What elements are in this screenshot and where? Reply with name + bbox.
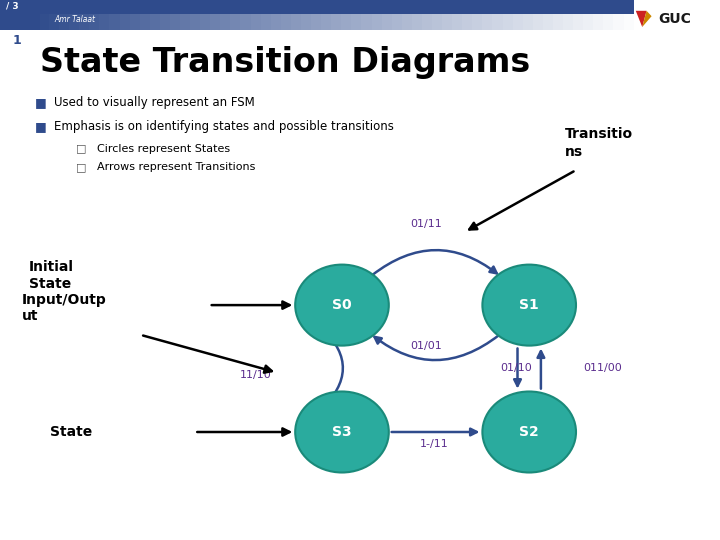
FancyBboxPatch shape xyxy=(200,0,211,30)
FancyBboxPatch shape xyxy=(543,0,554,30)
FancyBboxPatch shape xyxy=(89,0,100,30)
Text: / 3: / 3 xyxy=(6,2,19,11)
FancyBboxPatch shape xyxy=(170,0,181,30)
Text: Arrows represent Transitions: Arrows represent Transitions xyxy=(97,163,256,172)
Text: 01/01: 01/01 xyxy=(410,341,442,350)
FancyBboxPatch shape xyxy=(382,0,392,30)
FancyBboxPatch shape xyxy=(321,0,332,30)
FancyBboxPatch shape xyxy=(492,0,503,30)
Text: Input/Outp
ut: Input/Outp ut xyxy=(22,293,107,323)
FancyBboxPatch shape xyxy=(150,0,161,30)
Text: 01/11: 01/11 xyxy=(410,219,442,229)
FancyBboxPatch shape xyxy=(634,0,720,30)
Text: 01/10: 01/10 xyxy=(500,363,532,373)
FancyBboxPatch shape xyxy=(613,0,624,30)
FancyBboxPatch shape xyxy=(120,0,130,30)
FancyBboxPatch shape xyxy=(39,0,50,30)
Text: S3: S3 xyxy=(332,425,352,439)
FancyBboxPatch shape xyxy=(412,0,423,30)
Text: S1: S1 xyxy=(519,298,539,312)
FancyBboxPatch shape xyxy=(99,0,110,30)
Polygon shape xyxy=(642,11,652,27)
Text: Emphasis is on identifying states and possible transitions: Emphasis is on identifying states and po… xyxy=(54,120,394,133)
FancyBboxPatch shape xyxy=(624,0,634,30)
FancyBboxPatch shape xyxy=(351,0,362,30)
FancyBboxPatch shape xyxy=(593,0,604,30)
Text: Circles represent States: Circles represent States xyxy=(97,144,230,153)
Text: ■: ■ xyxy=(35,96,46,109)
FancyBboxPatch shape xyxy=(392,0,402,30)
FancyBboxPatch shape xyxy=(130,0,140,30)
FancyBboxPatch shape xyxy=(472,0,483,30)
FancyBboxPatch shape xyxy=(251,0,261,30)
FancyBboxPatch shape xyxy=(261,0,271,30)
FancyBboxPatch shape xyxy=(372,0,382,30)
FancyBboxPatch shape xyxy=(69,0,80,30)
Text: S0: S0 xyxy=(332,298,352,312)
FancyBboxPatch shape xyxy=(563,0,574,30)
FancyBboxPatch shape xyxy=(432,0,443,30)
FancyBboxPatch shape xyxy=(533,0,544,30)
Text: □: □ xyxy=(76,144,86,153)
FancyBboxPatch shape xyxy=(452,0,463,30)
Text: 1: 1 xyxy=(13,34,22,47)
FancyBboxPatch shape xyxy=(281,0,292,30)
Ellipse shape xyxy=(295,392,389,472)
Text: Initial
State: Initial State xyxy=(29,260,73,291)
FancyBboxPatch shape xyxy=(331,0,342,30)
FancyBboxPatch shape xyxy=(361,0,372,30)
FancyBboxPatch shape xyxy=(341,0,352,30)
Text: 11/10: 11/10 xyxy=(240,370,271,380)
FancyBboxPatch shape xyxy=(271,0,282,30)
FancyBboxPatch shape xyxy=(523,0,534,30)
FancyBboxPatch shape xyxy=(240,0,251,30)
FancyBboxPatch shape xyxy=(29,0,40,30)
FancyBboxPatch shape xyxy=(160,0,171,30)
FancyBboxPatch shape xyxy=(482,0,493,30)
FancyBboxPatch shape xyxy=(402,0,413,30)
FancyBboxPatch shape xyxy=(301,0,312,30)
Text: State: State xyxy=(50,425,93,439)
Text: 1-/11: 1-/11 xyxy=(420,439,449,449)
Text: S2: S2 xyxy=(519,425,539,439)
Text: □: □ xyxy=(76,163,86,172)
Ellipse shape xyxy=(482,265,576,346)
Polygon shape xyxy=(636,11,647,27)
FancyBboxPatch shape xyxy=(230,0,241,30)
FancyBboxPatch shape xyxy=(220,0,231,30)
FancyBboxPatch shape xyxy=(140,0,150,30)
FancyBboxPatch shape xyxy=(0,0,40,30)
FancyBboxPatch shape xyxy=(210,0,221,30)
FancyBboxPatch shape xyxy=(0,0,634,14)
FancyBboxPatch shape xyxy=(59,0,70,30)
Text: Transitio
ns: Transitio ns xyxy=(565,127,634,159)
FancyBboxPatch shape xyxy=(513,0,523,30)
Text: 011/00: 011/00 xyxy=(583,363,622,373)
FancyBboxPatch shape xyxy=(603,0,614,30)
FancyBboxPatch shape xyxy=(573,0,584,30)
Text: ■: ■ xyxy=(35,120,46,133)
FancyBboxPatch shape xyxy=(49,0,60,30)
FancyBboxPatch shape xyxy=(109,0,120,30)
Text: State Transition Diagrams: State Transition Diagrams xyxy=(40,45,530,79)
FancyBboxPatch shape xyxy=(291,0,302,30)
FancyBboxPatch shape xyxy=(311,0,322,30)
Text: Amr Talaat: Amr Talaat xyxy=(54,15,95,24)
FancyBboxPatch shape xyxy=(503,0,513,30)
FancyBboxPatch shape xyxy=(583,0,594,30)
Ellipse shape xyxy=(482,392,576,472)
Text: Used to visually represent an FSM: Used to visually represent an FSM xyxy=(54,96,255,109)
FancyBboxPatch shape xyxy=(190,0,201,30)
Ellipse shape xyxy=(295,265,389,346)
FancyBboxPatch shape xyxy=(442,0,453,30)
Text: GUC: GUC xyxy=(658,12,691,26)
FancyBboxPatch shape xyxy=(422,0,433,30)
FancyBboxPatch shape xyxy=(553,0,564,30)
FancyBboxPatch shape xyxy=(462,0,473,30)
FancyBboxPatch shape xyxy=(79,0,90,30)
FancyBboxPatch shape xyxy=(180,0,191,30)
